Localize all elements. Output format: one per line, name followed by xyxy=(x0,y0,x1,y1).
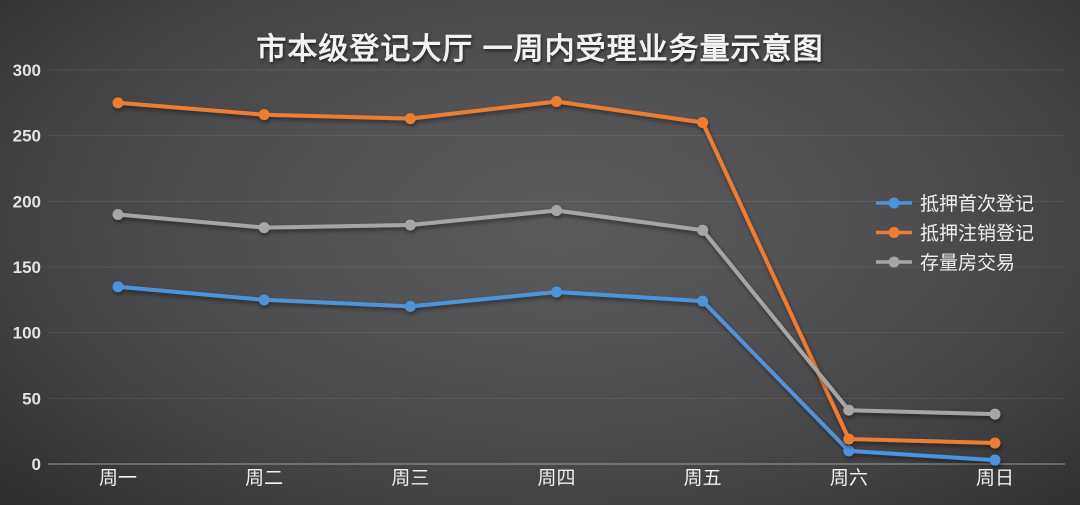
legend-marker-2 xyxy=(888,256,900,268)
gridlines xyxy=(48,69,1065,465)
series-marker-2-0 xyxy=(112,208,124,220)
series-marker-0-3 xyxy=(551,286,562,298)
legend-item-0: 抵押首次登记 xyxy=(876,193,1034,215)
x-axis-label-3: 周四 xyxy=(537,467,575,489)
legend-item-2: 存量房交易 xyxy=(876,252,1015,274)
legend-label-0: 抵押首次登记 xyxy=(920,193,1034,215)
y-tick-label-150: 150 xyxy=(13,258,41,277)
series-marker-0-5 xyxy=(843,445,855,457)
x-axis-label-6: 周日 xyxy=(976,467,1014,489)
series-line-1 xyxy=(116,99,997,445)
x-axis-label-2: 周三 xyxy=(391,467,429,489)
x-axis-label-0: 周一 xyxy=(99,467,137,489)
series-1 xyxy=(112,96,1001,449)
series-0 xyxy=(112,281,1001,466)
legend-marker-1 xyxy=(888,227,900,238)
series-line-0 xyxy=(116,284,997,463)
series-marker-2-2 xyxy=(404,219,416,231)
x-axis-label-1: 周二 xyxy=(245,467,283,489)
x-axis-label-4: 周五 xyxy=(684,467,722,489)
chart-title: 市本级登记大厅 一周内受理业务量示意图 xyxy=(256,33,824,66)
y-tick-label-200: 200 xyxy=(13,192,41,211)
series-marker-0-0 xyxy=(112,281,124,293)
series-marker-0-1 xyxy=(258,294,270,306)
series-marker-1-0 xyxy=(112,97,124,109)
series-marker-2-6 xyxy=(989,408,1001,420)
y-tick-label-250: 250 xyxy=(13,127,41,146)
series-marker-1-1 xyxy=(258,109,270,121)
y-tick-label-100: 100 xyxy=(13,324,41,343)
y-axis: 0 50 100 150 200 250 300 xyxy=(13,61,41,474)
series-marker-2-1 xyxy=(258,222,270,234)
legend-label-2: 存量房交易 xyxy=(920,252,1015,274)
series-marker-0-4 xyxy=(697,295,709,307)
series-marker-2-4 xyxy=(697,224,709,236)
series-2 xyxy=(112,205,1001,420)
legend-item-1: 抵押注销登记 xyxy=(876,223,1034,245)
series-marker-1-5 xyxy=(843,433,855,445)
x-axis: 周一 周二 周三 周四 周五 周六 周日 xyxy=(99,467,1014,489)
series-marker-1-4 xyxy=(697,117,709,129)
series-marker-1-3 xyxy=(551,96,562,108)
series-marker-2-3 xyxy=(551,205,562,217)
legend-marker-0 xyxy=(888,197,900,209)
series-marker-1-2 xyxy=(404,113,416,125)
series-marker-0-6 xyxy=(989,454,1001,466)
y-tick-label-50: 50 xyxy=(22,389,41,408)
series-line-2 xyxy=(116,208,997,417)
series-marker-2-5 xyxy=(843,404,855,416)
y-tick-label-0: 0 xyxy=(32,455,41,474)
series-marker-1-6 xyxy=(989,437,1001,449)
legend-label-1: 抵押注销登记 xyxy=(920,223,1034,245)
series-marker-0-2 xyxy=(404,300,416,312)
x-axis-label-5: 周六 xyxy=(830,467,868,489)
y-tick-label-300: 300 xyxy=(13,61,41,80)
